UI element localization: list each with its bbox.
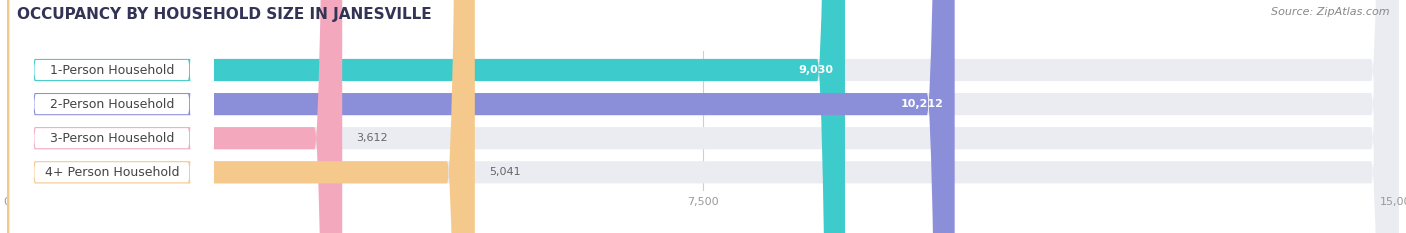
- FancyBboxPatch shape: [7, 0, 1399, 233]
- FancyBboxPatch shape: [7, 0, 1399, 233]
- FancyBboxPatch shape: [7, 0, 845, 233]
- FancyBboxPatch shape: [10, 0, 214, 233]
- FancyBboxPatch shape: [7, 0, 475, 233]
- Text: 4+ Person Household: 4+ Person Household: [45, 166, 179, 179]
- Text: Source: ZipAtlas.com: Source: ZipAtlas.com: [1271, 7, 1389, 17]
- Text: 10,212: 10,212: [901, 99, 943, 109]
- Text: 3,612: 3,612: [356, 133, 388, 143]
- Text: 5,041: 5,041: [489, 167, 520, 177]
- Text: 1-Person Household: 1-Person Household: [49, 64, 174, 76]
- FancyBboxPatch shape: [7, 0, 955, 233]
- FancyBboxPatch shape: [10, 0, 214, 233]
- FancyBboxPatch shape: [7, 0, 1399, 233]
- Text: 2-Person Household: 2-Person Household: [49, 98, 174, 111]
- Text: 3-Person Household: 3-Person Household: [49, 132, 174, 145]
- FancyBboxPatch shape: [7, 0, 342, 233]
- FancyBboxPatch shape: [10, 0, 214, 233]
- FancyBboxPatch shape: [7, 0, 1399, 233]
- FancyBboxPatch shape: [10, 0, 214, 233]
- Text: OCCUPANCY BY HOUSEHOLD SIZE IN JANESVILLE: OCCUPANCY BY HOUSEHOLD SIZE IN JANESVILL…: [17, 7, 432, 22]
- Text: 9,030: 9,030: [799, 65, 834, 75]
